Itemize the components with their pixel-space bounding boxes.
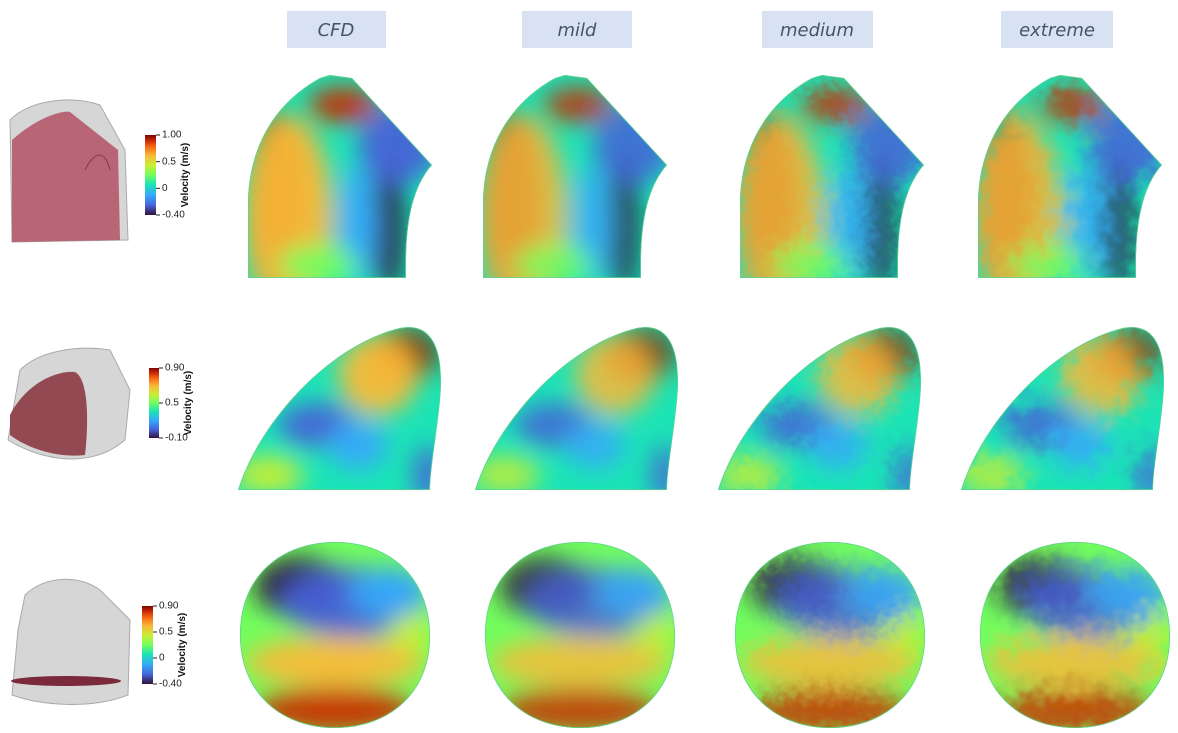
field-blob (278, 245, 358, 285)
field-blob (651, 445, 679, 505)
field-blob (390, 612, 430, 652)
field-layer (951, 315, 1176, 505)
field-blob (1008, 245, 1088, 285)
colorbar-tick-label: 0.90 (165, 363, 185, 374)
field-blobs (490, 557, 675, 732)
column-header: mild (558, 20, 598, 41)
colorbar-tick-label: 0 (162, 183, 168, 194)
field-blob (1061, 335, 1141, 415)
field-blob (513, 245, 593, 285)
velocity-field (968, 65, 1173, 315)
velocity-field (473, 65, 678, 315)
column-header: medium (780, 20, 854, 41)
field-blob (1137, 445, 1165, 505)
field-blob (575, 335, 655, 415)
colorbar (145, 135, 156, 215)
field-blob (894, 445, 922, 505)
field-blob (850, 105, 930, 185)
field-blob (565, 420, 625, 470)
field-blob (735, 115, 825, 315)
field-layer (725, 532, 936, 733)
colorbar-tick-label: 0.5 (162, 156, 176, 167)
colorbar (142, 606, 153, 684)
field-layer (465, 315, 690, 505)
field-blob (818, 335, 898, 415)
field-blob (308, 87, 378, 123)
field-layer (970, 532, 1178, 733)
field-blob (1090, 567, 1170, 617)
field-blob (255, 688, 415, 732)
field-layer (230, 532, 441, 733)
field-blob (328, 420, 388, 470)
velocity-field (708, 315, 933, 505)
velocity-field (970, 532, 1178, 733)
colorbar-label: Velocity (m/s) (183, 371, 194, 435)
field-blob (414, 445, 442, 505)
field-blob (800, 87, 870, 123)
geometry-1 (10, 100, 128, 242)
field-blob (243, 115, 333, 315)
colorbar-tick-label: 0.90 (159, 601, 179, 612)
velocity-field (238, 65, 443, 315)
field-blob (973, 115, 1063, 315)
field-blob (995, 688, 1155, 732)
field-blob (1130, 612, 1170, 652)
field-layer (475, 532, 686, 733)
colorbar-tick-label: 1.00 (162, 130, 182, 141)
field-blob (358, 105, 438, 185)
field-layer (708, 315, 933, 505)
geometry-2 (8, 348, 130, 459)
velocity-field (730, 65, 935, 315)
field-blob (808, 420, 868, 470)
field-blob (885, 612, 925, 652)
colorbar-tick-label: 0.5 (165, 398, 179, 409)
field-blob (635, 612, 675, 652)
velocity-field (475, 532, 686, 733)
geometry-3 (11, 579, 130, 704)
colorbar-tick-label: 0 (159, 653, 165, 664)
column-header: CFD (318, 20, 355, 41)
field-blob (338, 335, 418, 415)
field-blob (1088, 105, 1168, 185)
field-blob (543, 87, 613, 123)
field-blob (350, 567, 430, 617)
field-blob (750, 688, 910, 732)
velocity-field (951, 315, 1176, 505)
field-blob (1051, 420, 1111, 470)
field-blob (593, 105, 673, 185)
field-blob (1038, 87, 1108, 123)
field-blobs (985, 557, 1170, 732)
colorbar-label: Velocity (m/s) (180, 143, 191, 207)
colorbar-tick-label: -0.40 (162, 210, 185, 221)
colorbar-tick-label: 0.5 (159, 627, 173, 638)
colorbar (149, 368, 159, 438)
velocity-field (230, 532, 441, 733)
field-blob (500, 688, 660, 732)
field-blob (478, 115, 568, 315)
field-layer (228, 315, 453, 505)
column-header: extreme (1019, 20, 1095, 41)
field-blob (845, 567, 925, 617)
field-blob (770, 245, 850, 285)
field-blobs (245, 557, 430, 732)
velocity-field (228, 315, 453, 505)
colorbar-label: Velocity (m/s) (177, 613, 188, 677)
colorbar-tick-label: -0.40 (159, 679, 182, 690)
field-blobs (740, 557, 925, 732)
velocity-field (465, 315, 690, 505)
figure: CFD mild medium extreme 1.00 0.5 0 -0.40 Vel… (0, 0, 1178, 733)
field-blob (595, 567, 675, 617)
velocity-field (725, 532, 936, 733)
